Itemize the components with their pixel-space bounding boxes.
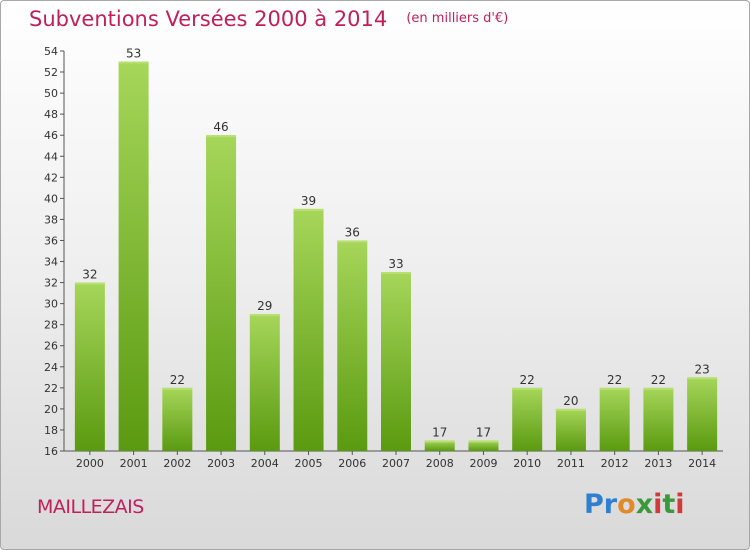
y-tick-label: 16 [44, 445, 58, 458]
axes: 16 18 20 22 24 26 28 30 32 34 36 38 40 42 44 46 48 50 52 54… [44, 45, 723, 470]
x-tick-label: 2012 [601, 457, 629, 470]
x-tick-label: 2004 [251, 457, 279, 470]
bar-top-highlight [74, 282, 105, 285]
bar-top-highlight [643, 387, 674, 390]
x-tick-label: 2002 [163, 457, 191, 470]
bar-top-highlight [424, 440, 455, 443]
data-label: 53 [126, 47, 141, 61]
x-tick-label: 2009 [469, 457, 497, 470]
y-tick-label: 18 [44, 424, 58, 437]
y-tick-label: 26 [44, 340, 58, 353]
bar [118, 61, 149, 452]
data-label: 22 [651, 373, 666, 387]
x-tick-label: 2003 [207, 457, 235, 470]
chart-subtitle: (en milliers d'€) [406, 11, 509, 26]
x-tick-label: 2010 [513, 457, 541, 470]
proxiti-logo[interactable]: Proxiti [584, 489, 685, 520]
y-tick-label: 34 [44, 256, 58, 269]
bar [381, 272, 411, 451]
bar-top-highlight [118, 61, 149, 64]
x-tick-label: 2011 [557, 457, 585, 470]
bar-top-highlight [555, 408, 586, 411]
data-label: 29 [257, 299, 272, 313]
chart-title: Subventions Versées 2000 à 2014 [29, 7, 388, 31]
bar [424, 440, 455, 451]
x-tick-label: 2008 [426, 457, 454, 470]
x-tick-label: 2000 [76, 457, 104, 470]
data-label: 46 [213, 120, 228, 134]
bar-top-highlight [468, 440, 499, 443]
bar [74, 282, 105, 451]
y-tick-label: 28 [44, 319, 58, 332]
x-tick-label: 2014 [688, 457, 716, 470]
data-label: 17 [476, 425, 491, 439]
bar [249, 314, 280, 451]
y-tick-label: 24 [44, 361, 58, 374]
bar-top-highlight [599, 387, 630, 390]
data-label: 22 [607, 373, 622, 387]
bar-top-highlight [512, 387, 543, 390]
y-tick-label: 22 [44, 382, 58, 395]
y-tick-label: 38 [44, 213, 58, 226]
bar [162, 387, 193, 451]
bar [643, 387, 674, 451]
bar-top-highlight [249, 314, 280, 317]
y-tick-label: 30 [44, 298, 58, 311]
x-tick-label: 2007 [382, 457, 410, 470]
y-tick-label: 48 [44, 108, 58, 121]
title-row: Subventions Versées 2000 à 2014 (en mill… [29, 7, 508, 31]
y-tick-label: 20 [44, 403, 58, 416]
x-tick-label: 2005 [295, 457, 323, 470]
y-tick-label: 52 [44, 66, 58, 79]
bar-top-highlight [206, 135, 237, 138]
commune-name: MAILLEZAIS [37, 496, 144, 518]
data-label: 22 [170, 373, 185, 387]
bar [337, 240, 368, 451]
y-tick-label: 44 [44, 150, 58, 163]
data-label: 39 [301, 194, 316, 208]
y-tick-label: 50 [44, 87, 58, 100]
bar-top-highlight [162, 387, 193, 390]
data-label: 32 [82, 268, 97, 282]
y-tick-label: 36 [44, 234, 58, 247]
y-tick-label: 42 [44, 171, 58, 184]
bar [468, 440, 499, 451]
data-label: 36 [345, 225, 360, 239]
data-label: 23 [694, 362, 709, 376]
x-tick-label: 2006 [338, 457, 366, 470]
bar-top-highlight [337, 240, 368, 243]
x-tick-label: 2013 [644, 457, 672, 470]
data-label: 22 [520, 373, 535, 387]
x-tick-label: 2001 [120, 457, 148, 470]
y-tick-label: 54 [44, 45, 58, 58]
bar [555, 408, 586, 451]
bars: 32 53 22 46 29 39 36 33 17 17 22 20 22 22 23 [74, 47, 718, 452]
bar [293, 208, 324, 451]
bar [687, 377, 718, 451]
data-label: 20 [563, 394, 578, 408]
bar-top-highlight [381, 272, 411, 275]
y-tick-label: 46 [44, 129, 58, 142]
bar-top-highlight [293, 208, 324, 211]
y-tick-label: 32 [44, 277, 58, 290]
data-label: 17 [432, 425, 447, 439]
data-label: 33 [388, 257, 403, 271]
bar [512, 387, 543, 451]
bar-top-highlight [687, 377, 718, 380]
bar [599, 387, 630, 451]
bar [206, 135, 237, 452]
y-tick-label: 40 [44, 192, 58, 205]
